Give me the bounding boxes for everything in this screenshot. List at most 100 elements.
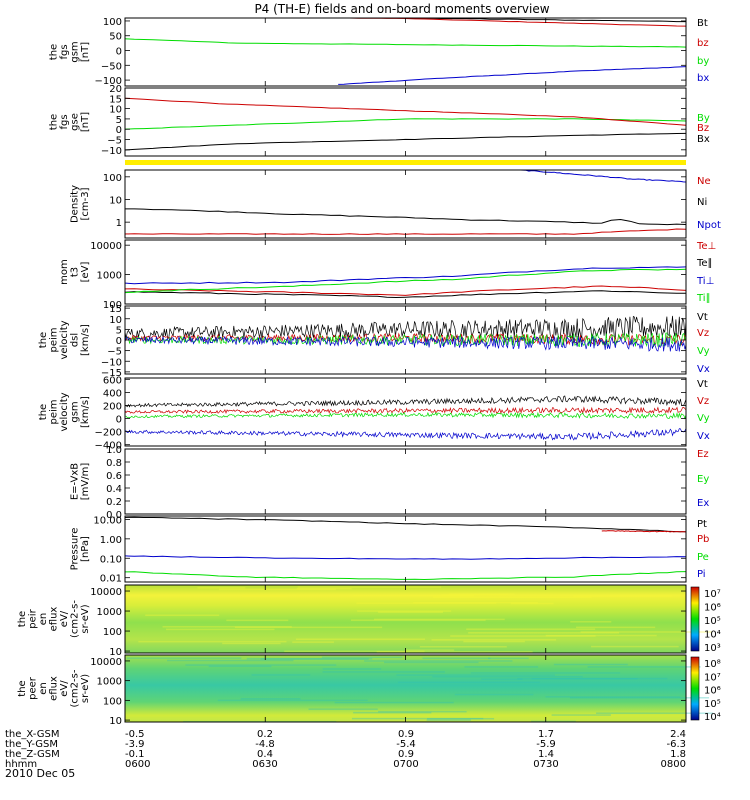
y-axis-label: en [38,613,49,626]
ephemeris-row-label: hhmm [5,759,37,770]
ephemeris-row-label: the_Y-GSM [5,739,58,750]
legend-label: Ez [697,449,709,460]
spectrogram-streak [208,665,272,668]
y-tick-label: 100 [103,627,122,638]
date-label: 2010 Dec 05 [5,767,75,780]
y-tick-label: 10000 [90,241,122,252]
y-axis-label: (cm2-s- [70,600,81,638]
ephemeris-value: 0630 [252,759,277,770]
y-tick-label: 0.0 [106,510,122,521]
y-axis-label: the [38,404,49,420]
spectrogram-streak [384,661,479,664]
series-line-Vt [125,395,686,408]
y-tick-label: 50 [109,32,122,43]
ephemeris-value: 2.4 [670,729,686,740]
spectrogram-streak [570,621,612,623]
y-axis-label: gse [70,113,81,131]
spectrogram-streak [145,614,220,616]
spectrogram-streak [510,602,554,605]
ephemeris-value: 1.8 [670,749,686,760]
series-line-bx [338,66,686,85]
y-tick-label: 0 [116,47,122,58]
panel-frame [124,17,687,87]
spectrogram-streak [197,587,246,589]
colorbar-label: 10⁶ [704,686,721,697]
series-line-Vt [125,315,686,340]
panel-electron-flux: 10⁸ 10⁷ 10⁶ 10⁵ 10⁴ 10000 1000 100 10 the peer en ef… [17,654,721,727]
y-axis-label: [mV/m] [80,463,91,501]
y-tick-label: −50 [101,61,122,72]
spectrogram-streak [596,712,714,714]
y-tick-label: 1 [116,218,122,229]
y-axis-label: (cm2-s- [70,669,81,707]
series-line-Bz [125,97,686,126]
legend-label: Vt [697,379,708,390]
spectrogram-streak [321,656,403,659]
spectrogram-streak [295,638,426,641]
panel-frame [124,515,687,583]
y-tick-label: 100 [103,300,122,311]
colorbar: 10⁸ 10⁷ 10⁶ 10⁵ 10⁴ [690,656,721,723]
colorbar-label: 10⁷ [704,589,721,600]
y-tick-label: 10 [109,195,122,206]
y-tick-label: 1000 [97,271,122,282]
spectrogram-streak [246,657,373,660]
y-tick-label: 600 [103,375,122,386]
spectrogram-streak [545,696,681,698]
spectrogram-streak [431,639,557,641]
panel-frame [124,169,687,239]
spectrogram-streak [292,641,334,643]
spectrogram-streak [357,610,452,612]
y-tick-label: 1.0 [106,445,122,456]
spectrogram-streak [350,619,486,621]
spectrogram-streak [162,626,292,628]
legend-label: Vy [697,346,710,357]
y-axis-label: peir [28,608,39,628]
panel-frame [124,87,687,157]
legend-label: Ni [697,197,707,208]
spectrogram-streak [553,663,628,666]
legend-label: Ti⊥ [696,276,714,287]
panel-perm-velocity-gsm: Vt Vz Vy Vx 600 400 200 0 −200 −400 the peim velocit… [38,375,710,451]
spectrogram-streak [396,674,555,676]
spectrogram-streak [240,698,301,700]
y-tick-label: −10 [101,146,122,157]
legend-label: Te⊥ [696,241,716,252]
colorbar: 10⁷ 10⁶ 10⁵ 10⁴ 10³ [690,586,721,654]
y-axis-label: fgs [59,44,70,59]
series-line-Vx [125,335,686,352]
spectrogram-streak [378,710,467,713]
y-axis-label: peim [49,399,60,424]
spectrogram-streak [569,697,710,699]
ephemeris-value: 0700 [393,759,418,770]
spectrogram-streak [222,642,281,645]
legend-label: Vz [697,396,709,407]
spectrogram-streak [376,651,533,653]
y-axis-label: fgs [59,114,70,129]
ephemeris-value: -6.3 [666,739,686,750]
y-axis-label: [nT] [80,42,91,62]
series-line-by [125,38,686,48]
y-axis-label: [km/s] [80,396,91,428]
panel-ion-flux: 10⁷ 10⁶ 10⁵ 10⁴ 10³ 10000 1000 100 10 the peir en ef… [17,584,721,658]
y-tick-label: 10000 [90,657,122,668]
chart-title: P4 (TH-E) fields and on-board moments ov… [254,2,549,16]
spectrogram-streak [234,626,383,629]
spectrogram-streak [466,628,596,630]
y-tick-label: 0.2 [106,497,122,508]
y-tick-label: 0 [116,336,122,347]
y-tick-label: 15 [109,94,122,105]
y-axis-label: [nT] [80,112,91,132]
legend-label: by [697,56,709,67]
y-axis-label: gsm [70,401,81,422]
y-axis-label: E=-VxB [70,463,81,500]
y-tick-label: 400 [103,388,122,399]
ephemeris-value: -3.9 [125,739,145,750]
series-line-Ti∥ [125,268,686,294]
y-tick-label: −10 [101,357,122,368]
spectrogram-streak [138,640,287,643]
y-tick-label: 200 [103,401,122,412]
spectrogram-streak [297,586,442,588]
y-tick-label: 0.01 [100,574,122,585]
spectrogram-streak [432,596,592,598]
